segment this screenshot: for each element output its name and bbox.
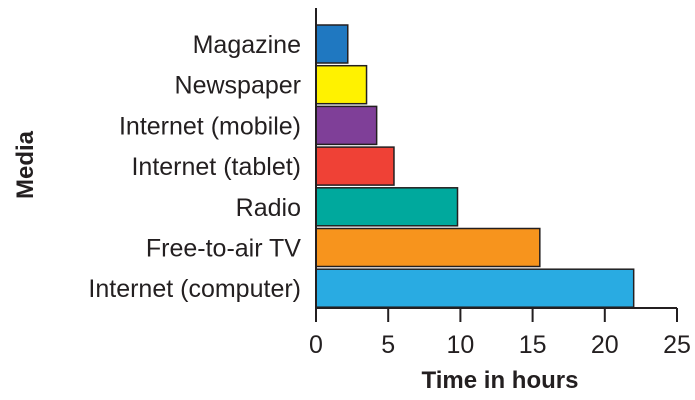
category-label-free-to-air-tv: Free-to-air TV: [146, 235, 301, 263]
bars-group: [315, 24, 635, 308]
category-label-internet-tablet: Internet (tablet): [131, 153, 301, 181]
category-label-internet-mobile: Internet (mobile): [119, 112, 301, 140]
bar-internet-tablet: [315, 146, 395, 186]
bar-internet-computer: [315, 268, 635, 308]
category-labels: Magazine Newspaper Internet (mobile) Intern…: [88, 31, 301, 303]
bar-magazine: [315, 24, 349, 64]
x-tick-label-0: 0: [309, 331, 323, 359]
category-label-radio: Radio: [236, 194, 301, 222]
bar-radio: [315, 187, 459, 227]
category-label-newspaper: Newspaper: [175, 72, 301, 100]
bar-newspaper: [315, 64, 368, 105]
bar-free-to-air-tv: [315, 227, 541, 268]
x-tick-label-5: 5: [381, 331, 395, 359]
x-ticks-group: 0 5 10 15 20 25: [309, 308, 691, 359]
x-axis-title: Time in hours: [422, 367, 579, 394]
y-axis-title: Media: [12, 130, 39, 199]
x-tick-label-20: 20: [591, 331, 619, 359]
x-tick-label-25: 25: [663, 331, 691, 359]
bar-internet-mobile: [315, 105, 378, 146]
x-tick-label-10: 10: [446, 331, 474, 359]
category-label-internet-computer: Internet (computer): [88, 275, 301, 303]
x-tick-label-15: 15: [519, 331, 547, 359]
category-label-magazine: Magazine: [193, 31, 301, 59]
